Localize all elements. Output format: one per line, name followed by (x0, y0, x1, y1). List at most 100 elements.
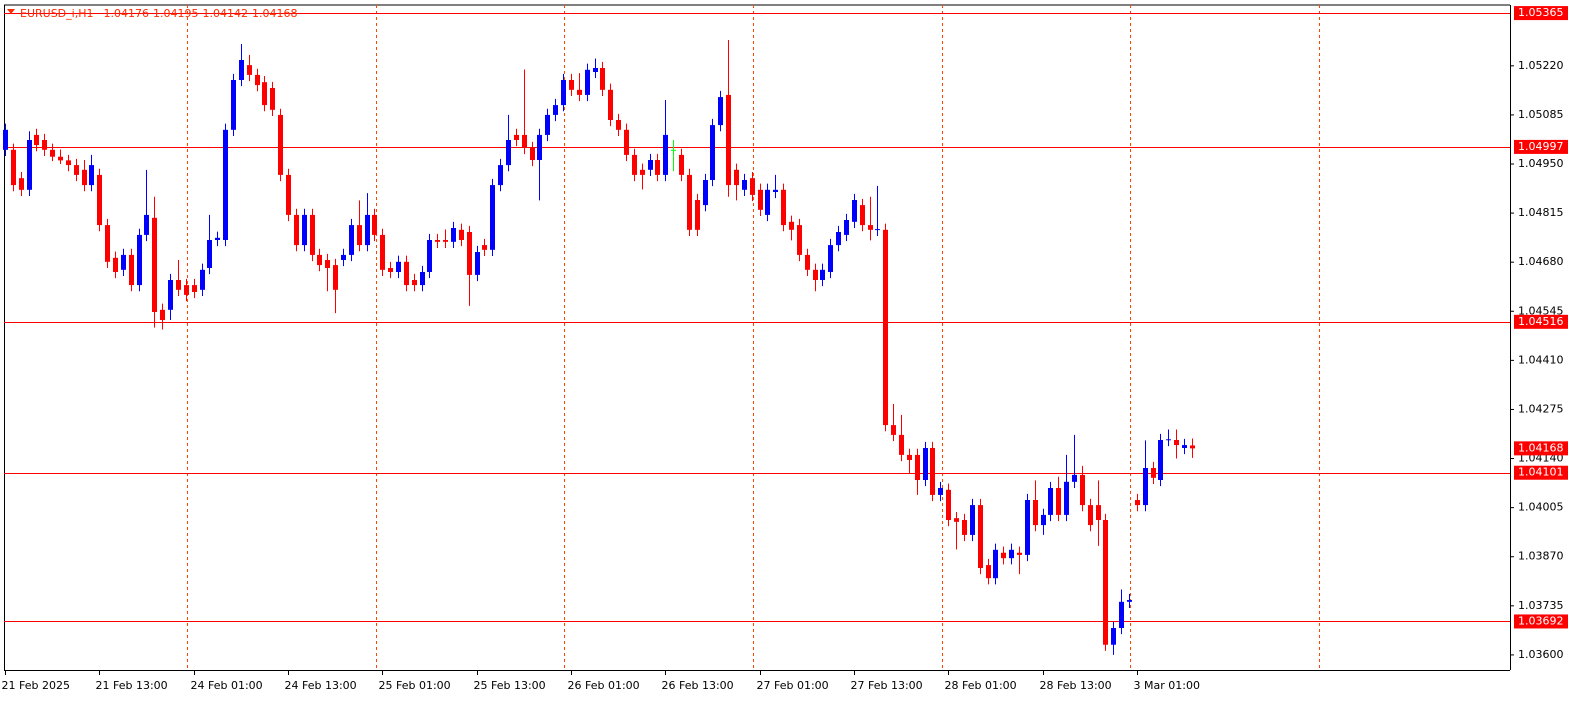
candle-body (27, 140, 32, 190)
header-value: 1.04176 (103, 7, 149, 20)
y-tick-label: 1.03600 (1518, 648, 1564, 661)
candle-body (765, 189, 770, 215)
level-label: 1.04101 (1518, 466, 1564, 479)
candle-body (42, 140, 47, 150)
candle-body (907, 454, 912, 460)
chart-header: EURUSD_i,H1 1.04176 1.04195 1.04142 1.04168 (20, 7, 297, 20)
candle-body (836, 232, 841, 246)
candle-body (113, 257, 118, 272)
x-tick-label: 27 Feb 01:00 (757, 679, 829, 692)
candle-body (577, 89, 582, 95)
candle-body (1182, 445, 1187, 448)
candle-body (1088, 505, 1093, 526)
candle-body (970, 505, 975, 535)
candle-body (1048, 488, 1053, 515)
candle-body (105, 225, 110, 262)
candle-body (11, 149, 16, 186)
x-tick-label: 25 Feb 01:00 (379, 679, 451, 692)
candle-body (420, 272, 425, 286)
candle-body (868, 225, 873, 230)
candle-body (506, 140, 511, 166)
candle-body (860, 205, 865, 226)
candle-body (255, 74, 260, 86)
candle-body (813, 269, 818, 280)
candle-body (207, 240, 212, 268)
candle-body (58, 156, 63, 161)
candle-body (349, 225, 354, 255)
level-box (1514, 314, 1568, 329)
candle-body (561, 80, 566, 106)
candle-body (1103, 520, 1108, 645)
candle-body (789, 221, 794, 230)
candle-body (1001, 552, 1006, 559)
symbol: EURUSD_i,H1 (20, 7, 93, 20)
candle-body (310, 214, 315, 255)
candle-body (66, 160, 71, 166)
candle-body (726, 94, 731, 186)
candle-body (828, 245, 833, 272)
candle-body (593, 68, 598, 72)
candle-body (1190, 445, 1195, 449)
y-tick-label: 1.03870 (1518, 550, 1564, 563)
candle-body (695, 200, 700, 230)
candle-body (758, 189, 763, 210)
candle-body (129, 254, 134, 286)
candle-body (930, 448, 935, 495)
y-tick-label: 1.04545 (1518, 304, 1564, 317)
header-value: 1.04195 (153, 7, 199, 20)
levels (4, 13, 1510, 622)
candle-body (1025, 500, 1030, 555)
candle-body (530, 148, 535, 160)
candle-body (569, 80, 574, 90)
candle-body (553, 105, 558, 115)
candle-body (1096, 505, 1101, 520)
x-tick-label: 28 Feb 13:00 (1040, 679, 1112, 692)
candle-body (1072, 474, 1077, 482)
y-tick-label: 1.04680 (1518, 255, 1564, 268)
candle-body (875, 229, 880, 231)
candle-body (231, 80, 236, 130)
candle-body (160, 309, 165, 320)
candle-body (805, 254, 810, 270)
candle-body (1009, 549, 1014, 559)
candle-body (938, 488, 943, 495)
candle-body (891, 425, 896, 435)
header-value: 1.04168 (252, 7, 298, 20)
candle-body (270, 88, 275, 110)
candle-body (475, 252, 480, 275)
y-tick-label: 1.05085 (1518, 108, 1564, 121)
y-tick-label: 1.04950 (1518, 157, 1564, 170)
candle-body (1041, 514, 1046, 526)
y-tick-label: 1.05220 (1518, 59, 1564, 72)
candle-body (490, 185, 495, 250)
candle-body (451, 228, 456, 242)
candle-body (89, 165, 94, 186)
candle-body (443, 240, 448, 242)
x-tick-label: 3 Mar 01:00 (1134, 679, 1200, 692)
x-tick-label: 25 Feb 13:00 (474, 679, 546, 692)
candle-body (176, 280, 181, 290)
candle-body (899, 434, 904, 455)
candle-body (467, 232, 472, 275)
candle-body (388, 268, 393, 272)
level-label: 1.05365 (1518, 6, 1564, 19)
candle-body (514, 134, 519, 140)
level-box (1514, 614, 1568, 629)
candle-body (734, 169, 739, 186)
x-tick-label: 24 Feb 01:00 (191, 679, 263, 692)
candle-body (121, 254, 126, 270)
candle-body (286, 174, 291, 215)
candle-body (1143, 468, 1148, 506)
x-tick-label: 24 Feb 13:00 (285, 679, 357, 692)
candle-body (137, 234, 142, 286)
candle-body (396, 261, 401, 272)
candle-body (3, 129, 8, 150)
candle-body (1111, 628, 1116, 645)
level-label: 1.03692 (1518, 614, 1564, 627)
x-tick-label: 27 Feb 13:00 (851, 679, 923, 692)
candle-body (624, 129, 629, 155)
level-label: 1.04997 (1518, 140, 1564, 153)
candle-body (608, 89, 613, 120)
candle-body (1033, 500, 1038, 526)
